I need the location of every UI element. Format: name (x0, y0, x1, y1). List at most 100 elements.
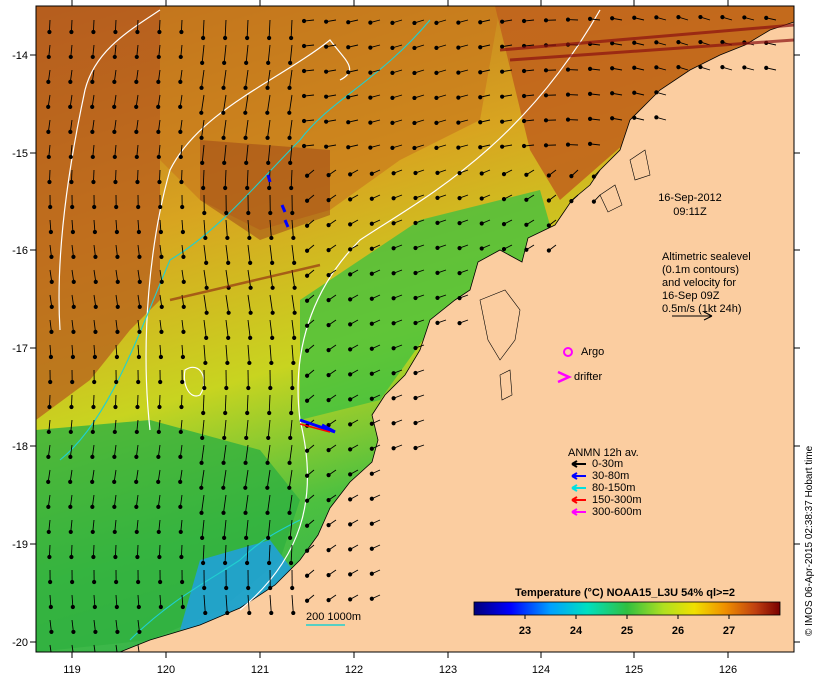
velocity-arrow-head (500, 144, 505, 149)
velocity-arrow (269, 344, 272, 363)
velocity-arrow-head (244, 60, 249, 66)
velocity-arrow-head (204, 285, 209, 290)
velocity-arrow-head (270, 260, 275, 265)
velocity-arrow-head (115, 254, 120, 260)
velocity-arrow-head (479, 221, 484, 226)
velocity-arrow-head (390, 20, 395, 25)
velocity-arrow-head (245, 410, 250, 416)
velocity-arrow-head (610, 116, 615, 121)
velocity-arrow (288, 94, 293, 113)
velocity-arrow-head (301, 118, 307, 124)
anmn-legend-label: 0-30m (592, 458, 623, 470)
velocity-arrow (137, 644, 140, 652)
velocity-arrow-head (156, 479, 161, 484)
velocity-arrow-head (112, 129, 117, 134)
velocity-arrow (268, 19, 271, 39)
velocity-arrow-head (434, 95, 439, 100)
velocity-arrow-head (49, 629, 54, 635)
velocity-arrow-head (478, 45, 483, 50)
velocity-arrow (245, 419, 249, 438)
velocity-arrow-head (137, 279, 142, 284)
velocity-arrow (223, 144, 227, 163)
velocity-arrow-head (94, 655, 97, 658)
velocity-arrow-head (46, 504, 51, 509)
velocity-arrow-head (204, 310, 209, 315)
velocity-arrow-head (156, 54, 161, 60)
velocity-arrow (245, 494, 249, 513)
y-tick-label: -14 (12, 50, 28, 62)
velocity-arrow-head (222, 535, 227, 541)
velocity-arrow-head (49, 304, 54, 309)
velocity-arrow-head (203, 610, 208, 616)
velocity-arrow (245, 69, 249, 88)
velocity-arrow-head (346, 70, 351, 75)
velocity-arrow-head (324, 69, 329, 74)
colorbar-tick-label: 25 (621, 625, 633, 637)
velocity-arrow-head (136, 379, 141, 385)
cool-water-shelf (300, 190, 560, 420)
velocity-arrow-head (524, 172, 529, 177)
x-tick-label: 126 (719, 664, 737, 676)
velocity-arrow-head (632, 40, 637, 45)
velocity-arrow-head (565, 92, 571, 97)
velocity-arrow-head (269, 360, 274, 366)
velocity-arrow (222, 94, 227, 113)
velocity-arrow-head (158, 604, 163, 610)
velocity-arrow-head (369, 396, 374, 401)
velocity-arrow-head (742, 65, 747, 70)
velocity-arrow-head (178, 479, 183, 484)
velocity-arrow-head (178, 504, 183, 509)
velocity-arrow-head (301, 93, 307, 99)
velocity-arrow-head (178, 454, 183, 459)
velocity-arrow-head (68, 54, 73, 60)
velocity-arrow-head (70, 379, 75, 385)
velocity-arrow (201, 419, 205, 438)
velocity-arrow-head (543, 68, 549, 73)
velocity-arrow-head (135, 179, 140, 185)
velocity-arrow-head (265, 485, 270, 490)
velocity-arrow-head (245, 35, 250, 41)
velocity-arrow-head (301, 18, 307, 24)
velocity-arrow-head (243, 460, 248, 465)
velocity-arrow-head (288, 560, 294, 566)
velocity-arrow (247, 294, 252, 313)
velocity-arrow-head (304, 448, 310, 453)
velocity-arrow-head (134, 429, 139, 435)
velocity-arrow-head (112, 104, 117, 109)
velocity-arrow-head (68, 129, 73, 134)
velocity-arrow-head (137, 629, 142, 635)
velocity-arrow-head (204, 335, 209, 340)
velocity-arrow-head (179, 29, 184, 35)
velocity-arrow (203, 594, 206, 613)
velocity-arrow-head (289, 185, 294, 191)
velocity-arrow-head (610, 91, 615, 96)
velocity-arrow-head (304, 473, 310, 478)
velocity-arrow-head (244, 560, 250, 566)
velocity-arrow-head (134, 54, 139, 60)
velocity-arrow-head (457, 246, 462, 251)
velocity-arrow-head (654, 90, 659, 95)
velocity-arrow (225, 269, 230, 288)
velocity-arrow-head (70, 604, 75, 610)
velocity-arrow-head (587, 16, 593, 21)
velocity-arrow-head (178, 104, 183, 109)
velocity-arrow-head (412, 45, 417, 51)
velocity-arrow-head (543, 18, 549, 23)
velocity-arrow-head (202, 210, 207, 216)
velocity-arrow-head (221, 85, 226, 90)
velocity-arrow-head (348, 472, 353, 477)
velocity-arrow-head (348, 447, 353, 452)
legend-argo: Argo (581, 346, 604, 358)
velocity-arrow-head (70, 579, 75, 585)
velocity-arrow (225, 594, 228, 613)
velocity-arrow (224, 394, 227, 414)
velocity-arrow-head (304, 573, 310, 578)
velocity-arrow (291, 269, 296, 288)
velocity-arrow-head (49, 329, 54, 335)
velocity-arrow-head (46, 54, 51, 60)
velocity-arrow-head (223, 410, 228, 416)
velocity-arrow (247, 269, 252, 288)
velocity-arrow-head (304, 273, 310, 278)
velocity-arrow (289, 144, 293, 163)
velocity-arrow (267, 494, 271, 513)
